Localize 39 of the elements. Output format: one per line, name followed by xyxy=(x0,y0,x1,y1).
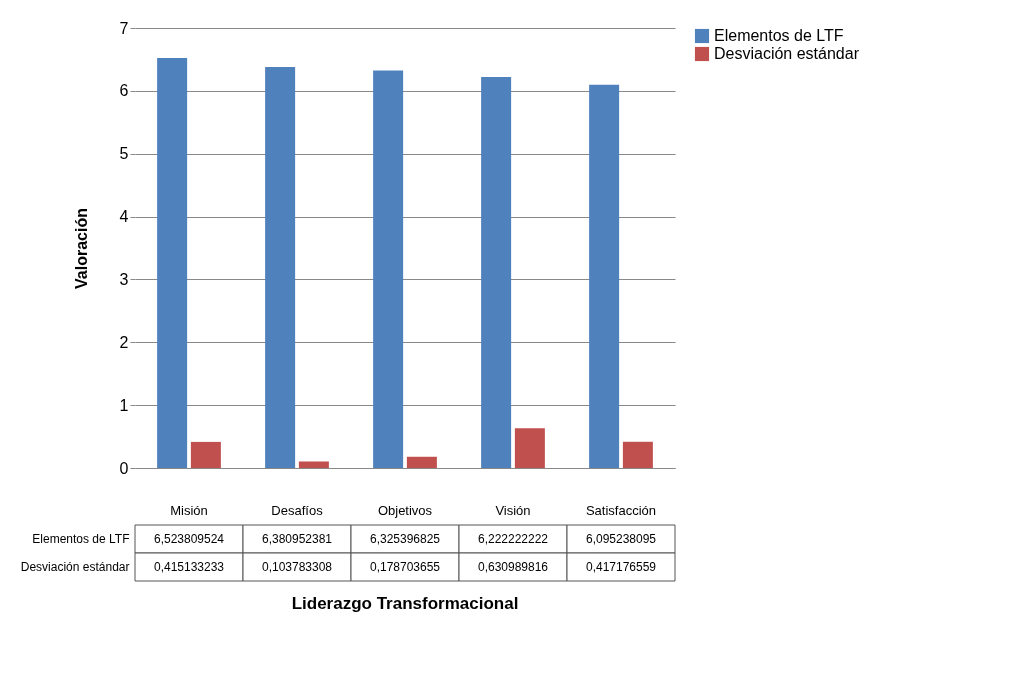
legend-label: Desviación estándar xyxy=(714,45,860,62)
bar xyxy=(622,441,653,468)
bar xyxy=(298,461,329,468)
y-tick-label: 4 xyxy=(119,208,129,226)
x-tick-label: Misión xyxy=(170,502,208,518)
y-tick-label: 0 xyxy=(119,459,129,477)
bar xyxy=(589,84,620,468)
data-label: 6,523809524 xyxy=(153,532,225,546)
y-tick-label: 1 xyxy=(119,396,129,414)
bar xyxy=(481,76,512,468)
text: Elementos de LTF xyxy=(32,532,130,546)
x-tick-label: Objetivos xyxy=(377,502,433,518)
data-label: 0,415133233 xyxy=(153,560,225,574)
data-label: 0,103783308 xyxy=(261,560,333,574)
data-label: 0,417176559 xyxy=(585,560,657,574)
x-tick-label: Satisfacción xyxy=(585,502,657,518)
y-tick-label: 3 xyxy=(119,270,129,288)
bar xyxy=(157,57,188,468)
bar xyxy=(265,66,296,468)
data-label: 6,222222222 xyxy=(477,532,549,546)
data-label: 0,630989816 xyxy=(477,560,549,574)
y-tick-label: 7 xyxy=(119,19,129,37)
y-tick-label: 5 xyxy=(119,145,129,163)
data-label: 6,095238095 xyxy=(585,532,657,546)
y-tick-label: 2 xyxy=(119,333,129,351)
legend-label: Elementos de LTF xyxy=(714,27,844,44)
x-tick-label: Visión xyxy=(495,502,531,518)
bar xyxy=(514,428,545,468)
data-label: 6,380952381 xyxy=(261,532,333,546)
data-label: 6,325396825 xyxy=(369,532,441,546)
x-axis-title: Liderazgo Transformacional xyxy=(291,593,519,613)
bar xyxy=(373,70,404,468)
y-axis-title: Valoración xyxy=(72,208,90,289)
text: Desviación estándar xyxy=(20,560,130,574)
data-label: 0,178703655 xyxy=(369,560,441,574)
bar xyxy=(406,456,437,468)
bar xyxy=(190,441,221,468)
x-tick-label: Desafíos xyxy=(271,502,324,518)
y-tick-label: 6 xyxy=(119,82,129,100)
